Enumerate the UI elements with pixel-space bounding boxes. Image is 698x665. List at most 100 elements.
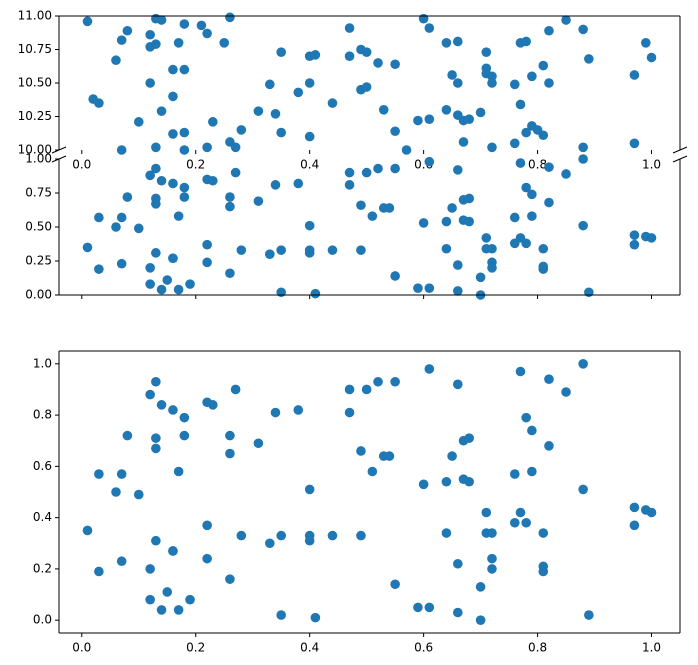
point [310, 612, 321, 623]
point [424, 364, 435, 374]
point [179, 145, 190, 155]
y-tick-label: 0.50 [25, 220, 52, 234]
point [447, 451, 457, 461]
point [424, 602, 435, 613]
point [464, 193, 475, 204]
point [196, 20, 207, 31]
point [481, 47, 492, 57]
point [584, 287, 594, 298]
point [515, 99, 526, 110]
point [487, 564, 497, 574]
point [390, 126, 400, 137]
point [521, 182, 531, 193]
point [327, 245, 338, 255]
point [378, 105, 389, 115]
point [168, 546, 178, 556]
x-tick-label: 0.2 [186, 641, 205, 655]
point [481, 507, 492, 518]
point [646, 52, 657, 63]
point [629, 230, 640, 240]
point [293, 405, 304, 415]
y-tick-label: 0.6 [33, 459, 52, 473]
point [116, 469, 127, 479]
point [344, 180, 355, 190]
y-tick-label: 0.2 [33, 561, 52, 575]
point [646, 507, 657, 518]
point [475, 582, 486, 592]
point [441, 105, 452, 115]
point [94, 98, 104, 108]
point [156, 106, 167, 116]
point [122, 430, 133, 441]
point [116, 35, 127, 45]
point [208, 117, 218, 127]
point [145, 78, 155, 88]
point [527, 466, 537, 477]
point [629, 138, 640, 149]
point [521, 127, 531, 138]
point [202, 28, 212, 39]
point [145, 594, 155, 605]
point [527, 211, 537, 221]
point [202, 520, 212, 531]
y-tick-label: 10.75 [18, 42, 52, 56]
point [509, 517, 520, 528]
point [487, 78, 497, 88]
point [173, 211, 184, 221]
point [464, 114, 475, 124]
point [424, 114, 435, 124]
point [151, 39, 161, 49]
point [304, 245, 315, 255]
point [225, 268, 235, 279]
point [253, 438, 264, 449]
y-tick-label: 1.00 [25, 152, 52, 166]
point [344, 407, 355, 418]
point [413, 602, 423, 613]
point [276, 47, 286, 57]
point [304, 530, 315, 541]
point [156, 400, 167, 410]
point [145, 389, 155, 400]
point [185, 279, 195, 289]
point [361, 82, 372, 92]
point [373, 163, 383, 174]
point [521, 517, 531, 528]
point [236, 245, 247, 255]
point [264, 79, 275, 90]
point [270, 407, 281, 418]
y-tick-label: 0.4 [33, 510, 52, 524]
point [538, 566, 549, 577]
point [151, 142, 161, 153]
point [116, 258, 127, 269]
point [538, 243, 549, 254]
point [82, 16, 93, 27]
point [561, 15, 571, 25]
point [361, 384, 372, 395]
point [253, 106, 264, 116]
point [168, 178, 178, 189]
point [458, 137, 469, 147]
point [94, 264, 104, 274]
point [111, 55, 121, 66]
point [356, 245, 366, 255]
point [270, 109, 281, 119]
point [156, 15, 167, 25]
point [453, 558, 463, 569]
point [538, 130, 549, 141]
point [179, 182, 190, 193]
point [179, 19, 190, 29]
point [584, 610, 594, 620]
point [487, 528, 497, 538]
point [390, 579, 400, 590]
point [276, 245, 286, 255]
point [441, 216, 452, 227]
point [225, 192, 235, 202]
point [515, 158, 526, 168]
point [544, 374, 554, 385]
point [264, 249, 275, 259]
point [646, 233, 657, 243]
point [527, 425, 537, 436]
point [162, 587, 173, 597]
point [168, 129, 178, 139]
point [225, 12, 235, 23]
